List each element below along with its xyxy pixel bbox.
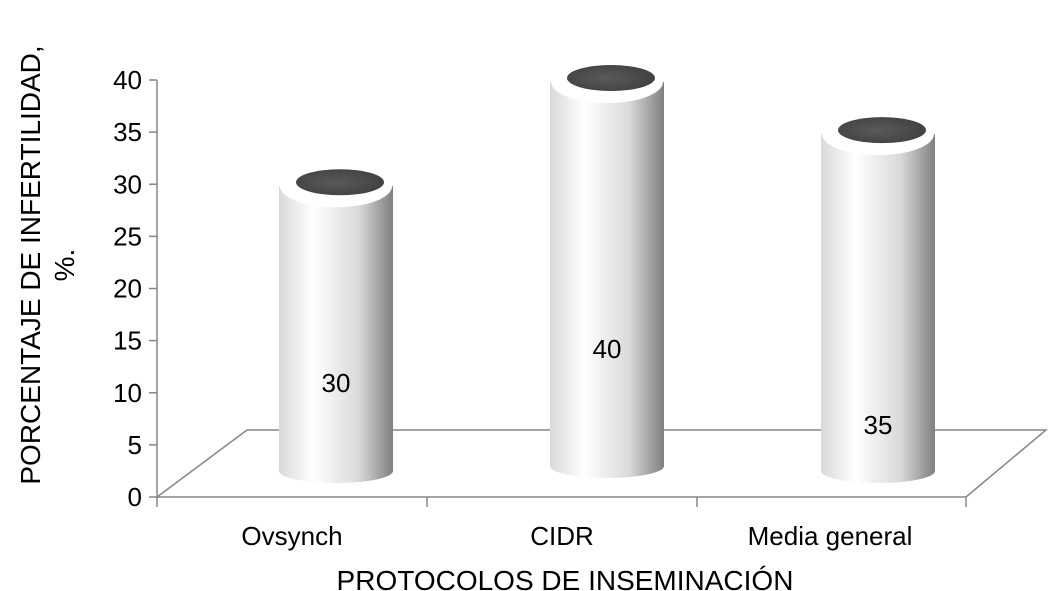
category-labels: Ovsynch CIDR Media general — [241, 521, 912, 551]
y-tick-label: 35 — [113, 117, 142, 147]
y-tick-label: 10 — [113, 378, 142, 408]
y-tick-label: 5 — [128, 430, 142, 460]
y-tick-label: 40 — [113, 65, 142, 95]
y-axis-title-line1: PORCENTAJE DE INFERTILIDAD, — [15, 45, 46, 484]
y-ticks: 0 5 10 15 20 25 30 35 40 — [113, 65, 157, 512]
y-axis-title-line2: %. — [49, 249, 80, 282]
x-ticks — [156, 497, 967, 507]
category-label: Media general — [748, 521, 913, 551]
data-label: 35 — [864, 410, 893, 440]
y-tick-label: 30 — [113, 169, 142, 199]
bar — [821, 134, 935, 483]
y-tick-label: 25 — [113, 221, 142, 251]
bar — [550, 82, 664, 478]
bar-top — [838, 117, 926, 144]
data-label: 30 — [322, 368, 351, 398]
category-label: Ovsynch — [241, 521, 342, 551]
bar-top — [296, 169, 384, 196]
y-tick-label: 0 — [128, 482, 142, 512]
bar-top — [567, 65, 655, 91]
category-label: CIDR — [530, 521, 594, 551]
bar — [279, 186, 393, 483]
bars — [279, 61, 935, 483]
data-label: 40 — [593, 334, 622, 364]
x-axis-title: PROTOCOLOS DE INSEMINACIÓN — [337, 565, 794, 591]
y-tick-label: 20 — [113, 274, 142, 304]
y-tick-label: 15 — [113, 326, 142, 356]
data-labels: 30 40 35 — [322, 334, 893, 440]
